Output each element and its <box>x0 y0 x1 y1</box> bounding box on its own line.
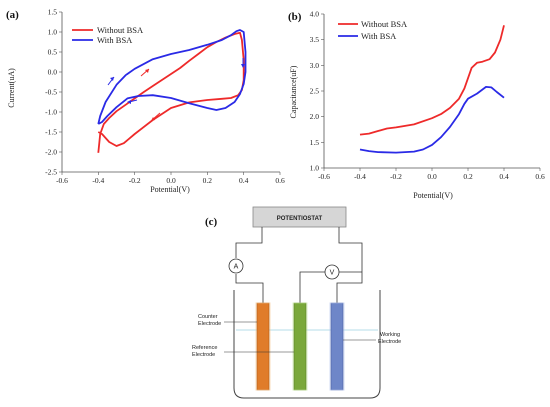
chart-a-ytick-label: 0.0 <box>48 68 58 77</box>
chart-a: -0.6 -0.4 -0.2 0.0 0.2 0.4 0.6 -2.5 -2.0 -1.5 -1.0… <box>7 8 285 195</box>
counter-electrode-glow <box>255 302 271 391</box>
arrow-icon <box>127 100 131 104</box>
arrow-icon <box>241 64 245 68</box>
chart-a-ytick-label: -1.5 <box>45 128 57 137</box>
chart-b-ytick-label: 4.0 <box>310 10 320 19</box>
counter-electrode-label-1: Counter <box>198 314 218 320</box>
chart-b-xtick-label: 0.6 <box>535 172 545 181</box>
chart-a-xtick-label: 0.0 <box>166 176 176 185</box>
circuit-wires <box>235 227 363 305</box>
voltmeter-icon <box>324 264 340 280</box>
chart-b-xlabel: Potential(V) <box>413 191 453 200</box>
chart-b-legend: Without BSA With BSA <box>338 19 408 41</box>
chart-a-ytick-label: -1.0 <box>45 108 57 117</box>
chart-b-ytick-label: 2.5 <box>310 87 320 96</box>
counter-electrode <box>256 302 270 391</box>
potentiostat-box <box>252 206 347 228</box>
chart-b-ytick-label: 1.5 <box>310 138 320 147</box>
working-electrode <box>330 302 344 391</box>
chart-b-legend-label-0: Without BSA <box>361 19 408 29</box>
chart-a-xtick-label: 0.2 <box>203 176 213 185</box>
working-electrode-label-1: Working <box>380 332 400 338</box>
reference-electrode-label-2: Electrode <box>192 352 215 358</box>
beaker <box>233 290 381 399</box>
arrow-icon <box>151 117 155 121</box>
chart-b-ytick-label: 3.0 <box>310 61 320 70</box>
chart-a-xtick-label: 0.4 <box>239 176 249 185</box>
chart-a-series <box>97 29 247 153</box>
chart-a-xtick-label: -0.6 <box>56 176 68 185</box>
chart-b-series-1 <box>359 86 505 154</box>
ammeter-label: A <box>234 264 239 271</box>
working-electrode-glow <box>329 302 345 391</box>
chart-b-ytick-label: 1.0 <box>310 164 320 173</box>
panel-label-c: (c) <box>205 216 218 228</box>
chart-a-axes <box>61 12 280 173</box>
electrochemical-cell-diagram: POTENTIOSTAT A V Counter Electrode R <box>192 206 401 399</box>
panel-label-b: (b) <box>288 11 302 23</box>
chart-b-xtick-label: 0.2 <box>463 172 473 181</box>
reference-electrode-glow <box>292 302 308 391</box>
chart-b-series-0 <box>359 25 505 136</box>
chart-b-ylabel: Capacitance(uF) <box>289 65 298 118</box>
chart-a-series-0 <box>97 31 245 153</box>
chart-a-xlabel: Potential(V) <box>150 185 190 194</box>
reference-electrode-label-1: Reference <box>192 345 217 351</box>
chart-a-direction-arrows <box>107 58 245 121</box>
chart-a-ticks: -0.6 -0.4 -0.2 0.0 0.2 0.4 0.6 -2.5 -2.0 -1.5 -1.0… <box>45 8 285 186</box>
working-electrode-label-2: Electrode <box>378 339 401 345</box>
chart-a-series-1 <box>97 29 247 125</box>
chart-a-xtick-label: -0.4 <box>92 176 104 185</box>
reference-electrode <box>293 302 307 391</box>
chart-a-ytick-label: -2.5 <box>45 168 57 177</box>
chart-a-legend-label-0: Without BSA <box>97 25 144 35</box>
chart-a-ylabel: Current(uA) <box>7 68 16 108</box>
arrow-icon <box>110 77 114 81</box>
chart-a-xtick-label: 0.6 <box>275 176 285 185</box>
chart-b-xtick-label: -0.2 <box>390 172 402 181</box>
chart-a-ytick-label: 1.5 <box>48 8 58 17</box>
chart-a-xtick-label: -0.2 <box>129 176 141 185</box>
potentiostat-label: POTENTIOSTAT <box>277 216 323 222</box>
chart-b: -0.6 -0.4 -0.2 0.0 0.2 0.4 0.6 1.0 1.5 2.0 2.5 3.0 3… <box>289 10 545 201</box>
counter-electrode-label-2: Electrode <box>198 321 221 327</box>
ammeter-icon <box>228 258 244 274</box>
chart-a-legend: Without BSA With BSA <box>72 25 144 45</box>
chart-b-legend-label-1: With BSA <box>361 31 397 41</box>
chart-b-xtick-label: 0.0 <box>427 172 437 181</box>
chart-b-xtick-label: -0.6 <box>318 172 330 181</box>
chart-a-legend-label-1: With BSA <box>97 35 133 45</box>
voltmeter-label: V <box>330 270 335 277</box>
chart-a-ytick-label: -2.0 <box>45 148 57 157</box>
panel-label-a: (a) <box>6 9 19 21</box>
chart-b-ytick-label: 2.0 <box>310 112 320 121</box>
chart-b-xtick-label: -0.4 <box>354 172 366 181</box>
chart-b-xtick-label: 0.4 <box>499 172 509 181</box>
chart-a-ytick-label: 1.0 <box>48 28 58 37</box>
chart-b-ytick-label: 3.5 <box>310 35 320 44</box>
chart-b-series <box>359 25 505 154</box>
chart-a-ytick-label: 0.5 <box>48 48 58 57</box>
chart-a-ytick-label: -0.5 <box>45 88 57 97</box>
arrow-icon <box>145 69 149 73</box>
chart-b-ticks: -0.6 -0.4 -0.2 0.0 0.2 0.4 0.6 1.0 1.5 2.0 2.5 3.0 3… <box>310 10 545 182</box>
